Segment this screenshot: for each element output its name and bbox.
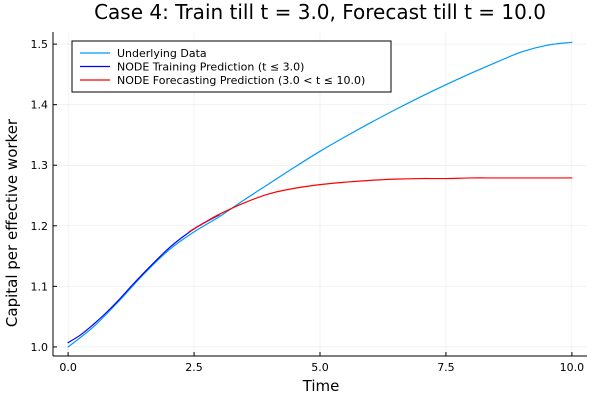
legend-label: NODE Forecasting Prediction (3.0 < t ≤ 1… — [117, 74, 365, 87]
y-tick-label: 1.5 — [31, 38, 49, 51]
y-tick-label: 1.4 — [31, 99, 49, 112]
x-tick-label: 5.0 — [311, 361, 329, 374]
tick-labels: 0.0 2.5 5.0 7.5 10.0 1.0 1.1 1.2 1.3 1.4 1.5 — [31, 38, 585, 374]
plot-series — [67, 41, 573, 348]
x-tick-label: 10.0 — [560, 361, 585, 374]
y-tick-label: 1.3 — [31, 159, 49, 172]
x-axis-label: Time — [302, 377, 340, 395]
legend-label: Underlying Data — [117, 47, 207, 60]
y-axis-label: Capital per effective worker — [3, 118, 21, 327]
y-tick-label: 1.2 — [31, 220, 49, 233]
x-tick-label: 7.5 — [437, 361, 455, 374]
x-tick-label: 2.5 — [185, 361, 203, 374]
chart-title: Case 4: Train till t = 3.0, Forecast til… — [94, 0, 546, 24]
underlying-data-line — [67, 41, 573, 348]
node-forecast-line — [188, 177, 573, 233]
x-tick-label: 0.0 — [59, 361, 77, 374]
legend-box — [71, 40, 392, 93]
y-tick-label: 1.0 — [31, 341, 49, 354]
legend-label: NODE Training Prediction (t ≤ 3.0) — [117, 61, 304, 74]
y-tick-label: 1.1 — [31, 280, 49, 293]
node-training-line — [67, 214, 220, 344]
